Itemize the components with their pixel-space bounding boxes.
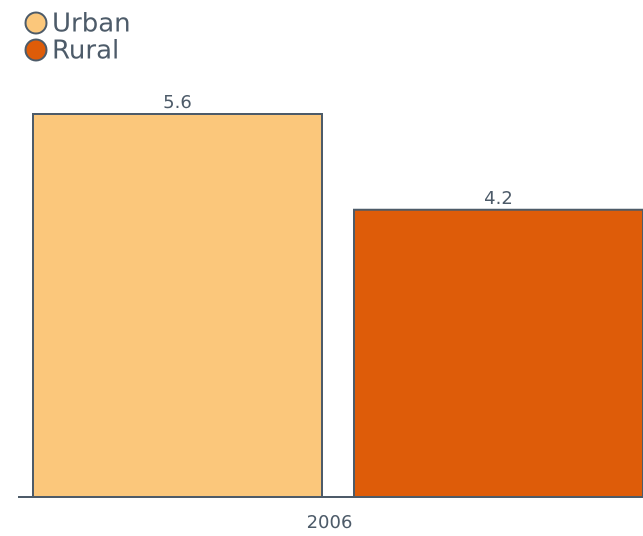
legend-label: Rural bbox=[52, 36, 119, 66]
bar bbox=[32, 113, 323, 498]
legend-swatch bbox=[24, 38, 48, 62]
legend-swatch bbox=[24, 11, 48, 35]
x-tick-label: 2006 bbox=[307, 512, 353, 533]
data-label: 4.2 bbox=[484, 188, 513, 209]
bar bbox=[353, 208, 643, 498]
legend-label: Urban bbox=[52, 9, 131, 39]
data-label: 5.6 bbox=[163, 92, 192, 113]
